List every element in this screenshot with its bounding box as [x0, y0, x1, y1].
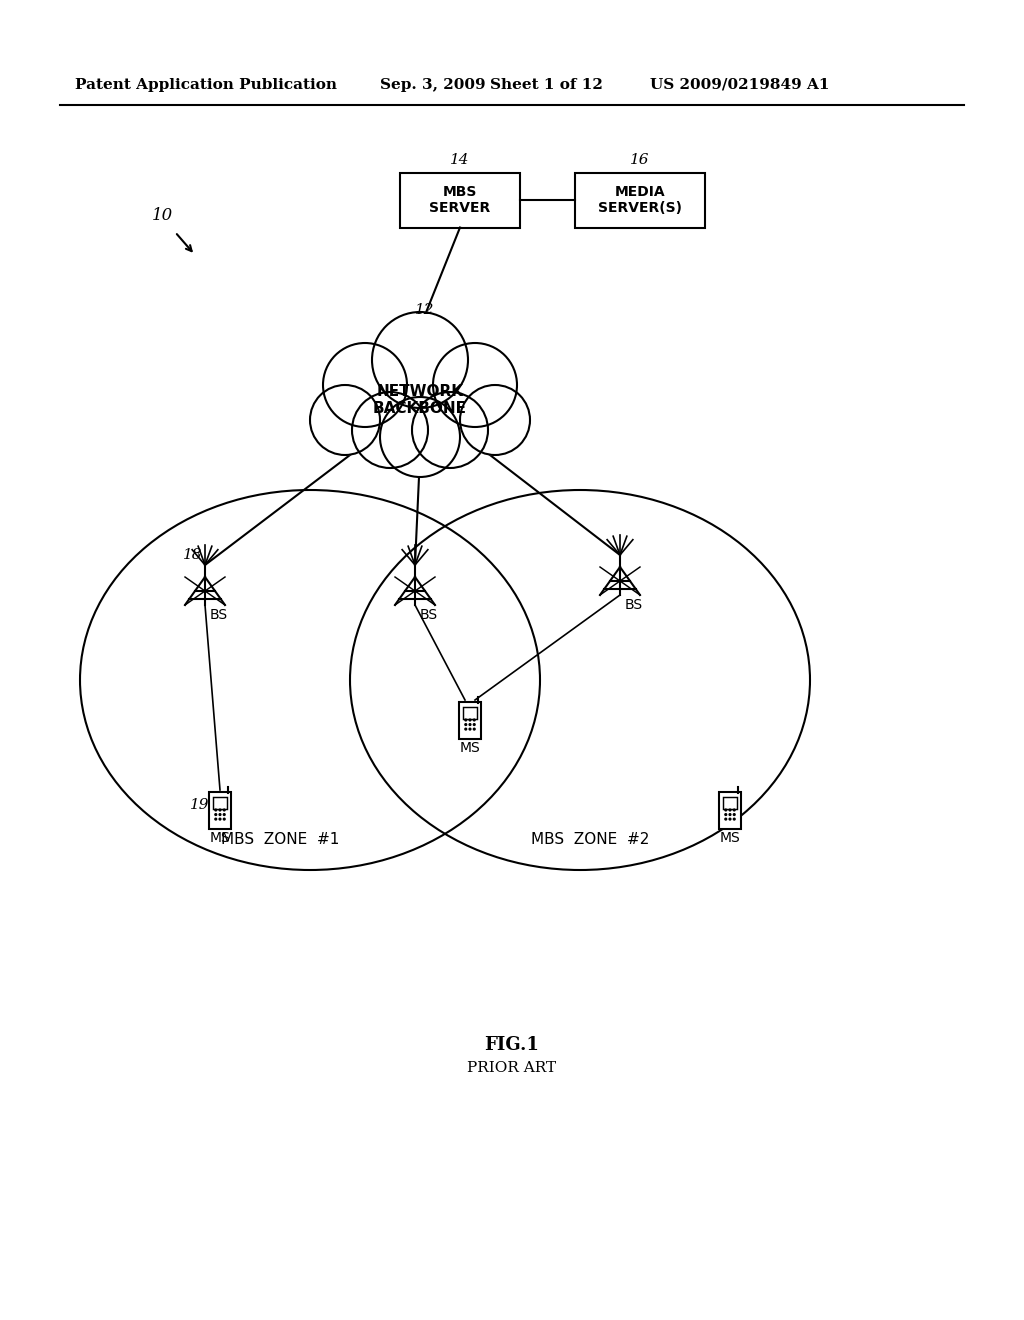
Text: 16: 16 [630, 153, 650, 168]
Text: Sheet 1 of 12: Sheet 1 of 12 [490, 78, 603, 92]
Circle shape [473, 729, 475, 730]
Circle shape [725, 813, 727, 816]
Circle shape [473, 719, 475, 721]
Circle shape [219, 818, 221, 820]
Text: 19: 19 [190, 799, 210, 812]
Circle shape [469, 723, 471, 726]
Circle shape [733, 813, 735, 816]
Circle shape [412, 392, 488, 469]
Circle shape [352, 392, 428, 469]
Text: MBS  ZONE  #2: MBS ZONE #2 [530, 833, 649, 847]
FancyBboxPatch shape [400, 173, 520, 227]
Text: MBS  ZONE  #1: MBS ZONE #1 [221, 833, 339, 847]
Circle shape [223, 818, 225, 820]
Circle shape [215, 813, 217, 816]
Text: BS: BS [210, 609, 228, 622]
Circle shape [729, 809, 731, 810]
Circle shape [219, 809, 221, 810]
Circle shape [469, 729, 471, 730]
FancyBboxPatch shape [209, 792, 230, 829]
Circle shape [215, 818, 217, 820]
Text: 12: 12 [415, 304, 434, 317]
FancyBboxPatch shape [213, 797, 226, 809]
Text: BS: BS [625, 598, 643, 612]
Text: US 2009/0219849 A1: US 2009/0219849 A1 [650, 78, 829, 92]
Circle shape [725, 809, 727, 810]
Circle shape [725, 818, 727, 820]
Text: 10: 10 [152, 206, 173, 223]
FancyBboxPatch shape [575, 173, 705, 227]
Circle shape [380, 397, 460, 477]
Text: MEDIA
SERVER(S): MEDIA SERVER(S) [598, 185, 682, 215]
Text: FIG.1: FIG.1 [484, 1036, 540, 1053]
Text: Sep. 3, 2009: Sep. 3, 2009 [380, 78, 485, 92]
Circle shape [223, 809, 225, 810]
FancyBboxPatch shape [720, 792, 740, 829]
Text: BS: BS [420, 609, 438, 622]
Circle shape [460, 385, 530, 455]
Circle shape [372, 312, 468, 408]
Circle shape [465, 719, 467, 721]
Text: MBS
SERVER: MBS SERVER [429, 185, 490, 215]
FancyBboxPatch shape [460, 701, 480, 738]
Circle shape [733, 818, 735, 820]
Circle shape [465, 723, 467, 726]
Text: MS: MS [720, 832, 740, 845]
Circle shape [729, 818, 731, 820]
Circle shape [473, 723, 475, 726]
Circle shape [465, 729, 467, 730]
Circle shape [215, 809, 217, 810]
Text: NETWORK
BACKBONE: NETWORK BACKBONE [373, 384, 467, 416]
Circle shape [310, 385, 380, 455]
FancyBboxPatch shape [723, 797, 736, 809]
Circle shape [733, 809, 735, 810]
Text: MS: MS [210, 832, 230, 845]
Circle shape [469, 719, 471, 721]
Circle shape [223, 813, 225, 816]
Text: MS: MS [460, 741, 480, 755]
Circle shape [219, 813, 221, 816]
Text: Patent Application Publication: Patent Application Publication [75, 78, 337, 92]
Text: 14: 14 [451, 153, 470, 168]
Text: 18: 18 [183, 548, 203, 562]
Circle shape [433, 343, 517, 426]
FancyBboxPatch shape [463, 708, 477, 719]
Text: PRIOR ART: PRIOR ART [467, 1061, 557, 1074]
Circle shape [729, 813, 731, 816]
Circle shape [323, 343, 407, 426]
